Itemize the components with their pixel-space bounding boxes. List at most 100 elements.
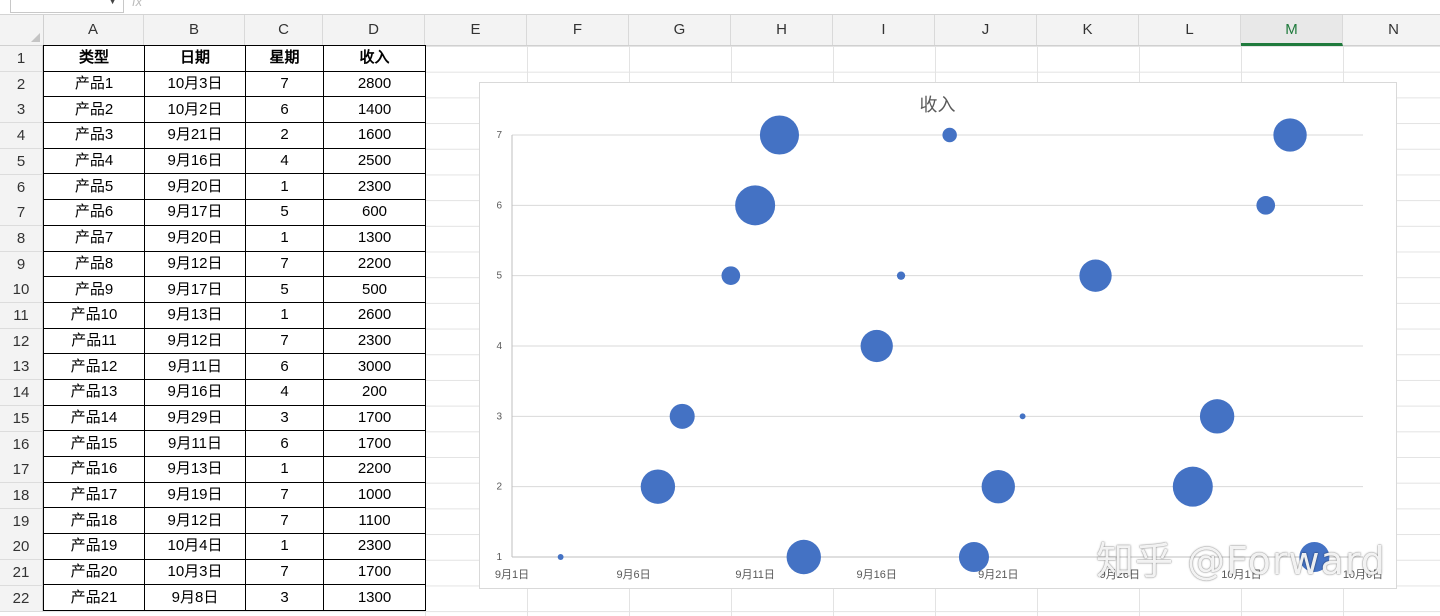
table-cell[interactable]: 3000 bbox=[323, 353, 426, 380]
table-cell[interactable]: 1100 bbox=[323, 507, 426, 535]
row-header-12[interactable]: 12 bbox=[0, 328, 43, 355]
table-cell[interactable]: 2 bbox=[245, 122, 324, 149]
table-cell[interactable]: 1600 bbox=[323, 122, 426, 149]
table-cell[interactable]: 9月12日 bbox=[144, 507, 246, 535]
table-cell[interactable]: 9月11日 bbox=[144, 430, 246, 457]
table-cell[interactable]: 9月16日 bbox=[144, 378, 246, 406]
table-cell[interactable]: 1300 bbox=[323, 584, 426, 612]
table-cell[interactable]: 9月20日 bbox=[144, 224, 246, 252]
row-header-7[interactable]: 7 bbox=[0, 200, 43, 227]
table-cell[interactable]: 产品1 bbox=[43, 70, 145, 98]
table-cell[interactable]: 产品17 bbox=[43, 481, 145, 509]
row-header-9[interactable]: 9 bbox=[0, 251, 43, 278]
table-cell[interactable]: 产品2 bbox=[43, 96, 145, 124]
column-header-j[interactable]: J bbox=[935, 15, 1037, 45]
table-header-cell[interactable]: 日期 bbox=[144, 45, 246, 72]
table-cell[interactable]: 200 bbox=[323, 378, 426, 406]
table-cell[interactable]: 6 bbox=[245, 96, 324, 124]
table-header-cell[interactable]: 类型 bbox=[43, 45, 145, 72]
table-cell[interactable]: 9月29日 bbox=[144, 404, 246, 432]
column-header-c[interactable]: C bbox=[245, 15, 323, 45]
table-cell[interactable]: 1700 bbox=[323, 558, 426, 586]
table-cell[interactable]: 产品9 bbox=[43, 276, 145, 303]
row-header-3[interactable]: 3 bbox=[0, 97, 43, 124]
table-cell[interactable]: 3 bbox=[245, 584, 324, 612]
table-cell[interactable]: 6 bbox=[245, 430, 324, 457]
table-cell[interactable]: 9月13日 bbox=[144, 456, 246, 483]
table-cell[interactable]: 1700 bbox=[323, 404, 426, 432]
row-header-4[interactable]: 4 bbox=[0, 123, 43, 150]
bubble-chart[interactable]: 收入 1 2 3 4 5 6 7 9月1日 9月6日 9月11日 9月16日 9月21日 9月26日 10月… bbox=[479, 82, 1397, 589]
table-cell[interactable]: 9月13日 bbox=[144, 301, 246, 329]
table-cell[interactable]: 9月12日 bbox=[144, 250, 246, 278]
column-header-d[interactable]: D bbox=[323, 15, 425, 45]
select-all-corner[interactable] bbox=[0, 15, 44, 45]
table-cell[interactable]: 产品18 bbox=[43, 507, 145, 535]
column-header-b[interactable]: B bbox=[144, 15, 245, 45]
table-cell[interactable]: 2300 bbox=[323, 533, 426, 560]
table-cell[interactable]: 4 bbox=[245, 147, 324, 175]
row-header-22[interactable]: 22 bbox=[0, 585, 43, 612]
table-cell[interactable]: 3 bbox=[245, 404, 324, 432]
table-cell[interactable]: 10月3日 bbox=[144, 558, 246, 586]
table-cell[interactable]: 10月4日 bbox=[144, 533, 246, 560]
table-cell[interactable]: 产品21 bbox=[43, 584, 145, 612]
column-header-i[interactable]: I bbox=[833, 15, 935, 45]
table-cell[interactable]: 7 bbox=[245, 507, 324, 535]
column-header-g[interactable]: G bbox=[629, 15, 731, 45]
row-header-20[interactable]: 20 bbox=[0, 534, 43, 561]
row-header-21[interactable]: 21 bbox=[0, 560, 43, 586]
table-cell[interactable]: 产品11 bbox=[43, 327, 145, 355]
row-header-5[interactable]: 5 bbox=[0, 148, 43, 175]
table-cell[interactable]: 1000 bbox=[323, 481, 426, 509]
table-cell[interactable]: 9月16日 bbox=[144, 147, 246, 175]
table-cell[interactable]: 7 bbox=[245, 558, 324, 586]
table-cell[interactable]: 产品13 bbox=[43, 378, 145, 406]
table-cell[interactable]: 10月2日 bbox=[144, 96, 246, 124]
table-cell[interactable]: 600 bbox=[323, 199, 426, 226]
table-header-cell[interactable]: 收入 bbox=[323, 45, 426, 72]
table-cell[interactable]: 产品3 bbox=[43, 122, 145, 149]
table-cell[interactable]: 500 bbox=[323, 276, 426, 303]
table-header-cell[interactable]: 星期 bbox=[245, 45, 324, 72]
fx-icon[interactable]: fx bbox=[132, 0, 143, 9]
table-cell[interactable]: 产品20 bbox=[43, 558, 145, 586]
table-cell[interactable]: 7 bbox=[245, 250, 324, 278]
table-cell[interactable]: 1 bbox=[245, 173, 324, 201]
row-header-2[interactable]: 2 bbox=[0, 71, 43, 98]
table-cell[interactable]: 产品7 bbox=[43, 224, 145, 252]
column-header-l[interactable]: L bbox=[1139, 15, 1241, 45]
table-cell[interactable]: 2200 bbox=[323, 250, 426, 278]
table-cell[interactable]: 6 bbox=[245, 353, 324, 380]
row-header-1[interactable]: 1 bbox=[0, 46, 43, 72]
column-header-f[interactable]: F bbox=[527, 15, 629, 45]
chevron-down-icon[interactable]: ▼ bbox=[108, 0, 117, 6]
table-cell[interactable]: 10月3日 bbox=[144, 70, 246, 98]
table-cell[interactable]: 1400 bbox=[323, 96, 426, 124]
table-cell[interactable]: 产品4 bbox=[43, 147, 145, 175]
table-cell[interactable]: 2800 bbox=[323, 70, 426, 98]
table-cell[interactable]: 1 bbox=[245, 533, 324, 560]
row-header-16[interactable]: 16 bbox=[0, 431, 43, 458]
table-cell[interactable]: 9月19日 bbox=[144, 481, 246, 509]
table-cell[interactable]: 产品10 bbox=[43, 301, 145, 329]
row-header-8[interactable]: 8 bbox=[0, 225, 43, 252]
table-cell[interactable]: 2200 bbox=[323, 456, 426, 483]
row-header-6[interactable]: 6 bbox=[0, 174, 43, 201]
table-cell[interactable]: 2600 bbox=[323, 301, 426, 329]
column-header-m[interactable]: M bbox=[1241, 15, 1343, 46]
table-cell[interactable]: 9月12日 bbox=[144, 327, 246, 355]
column-header-e[interactable]: E bbox=[425, 15, 527, 45]
table-cell[interactable]: 7 bbox=[245, 327, 324, 355]
column-header-n[interactable]: N bbox=[1343, 15, 1440, 45]
table-cell[interactable]: 9月21日 bbox=[144, 122, 246, 149]
table-cell[interactable]: 2300 bbox=[323, 327, 426, 355]
row-header-18[interactable]: 18 bbox=[0, 482, 43, 509]
table-cell[interactable]: 产品12 bbox=[43, 353, 145, 380]
table-cell[interactable]: 9月20日 bbox=[144, 173, 246, 201]
table-cell[interactable]: 1 bbox=[245, 224, 324, 252]
name-box[interactable]: ▼ bbox=[10, 0, 124, 13]
table-cell[interactable]: 1 bbox=[245, 301, 324, 329]
table-cell[interactable]: 5 bbox=[245, 199, 324, 226]
column-header-k[interactable]: K bbox=[1037, 15, 1139, 45]
